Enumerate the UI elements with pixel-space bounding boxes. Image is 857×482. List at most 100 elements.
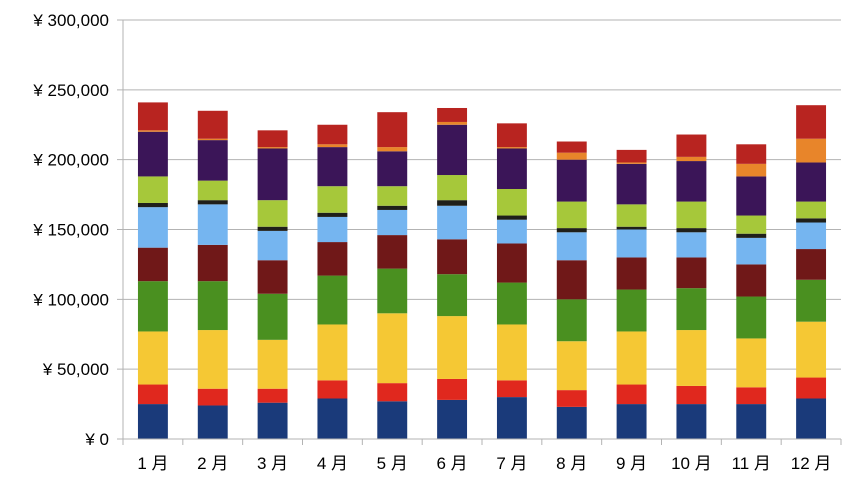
y-tick-label: ¥ 300,000 — [32, 11, 109, 30]
bar-segment — [137, 247, 168, 282]
bars — [137, 102, 827, 439]
bar-segment — [496, 123, 527, 148]
grid-lines — [117, 19, 841, 440]
bar-segment — [197, 180, 228, 201]
bar-segment — [616, 163, 647, 205]
bar-segment — [556, 152, 587, 160]
y-tick-label: ¥ 50,000 — [42, 360, 109, 379]
y-tick-label: ¥ 250,000 — [32, 81, 109, 100]
bar-segment — [496, 215, 527, 220]
bar-segment — [437, 205, 468, 240]
bar-segment — [556, 159, 587, 202]
bar-segment — [796, 398, 827, 439]
bar-segment — [796, 138, 827, 163]
bar-segment — [556, 141, 587, 153]
bar-segment — [197, 244, 228, 282]
bar-segment — [437, 239, 468, 275]
x-tick-label: 9 月 — [616, 454, 647, 473]
bar-segment — [736, 176, 767, 216]
bar-segment — [496, 397, 527, 439]
bar-segment — [736, 215, 767, 234]
bar-segment — [616, 404, 647, 439]
bar-segment — [796, 249, 827, 280]
bar-segment — [317, 275, 348, 325]
bar-segment — [437, 121, 468, 125]
bar-segment — [197, 388, 228, 406]
x-tick-label: 12 月 — [791, 454, 832, 473]
bar-segment — [616, 204, 647, 227]
bar-segment — [796, 105, 827, 139]
bar-segment — [257, 147, 288, 149]
bar-segment — [197, 138, 228, 141]
bar-segment — [257, 388, 288, 403]
bar-segment — [317, 186, 348, 213]
bar-segment — [257, 339, 288, 389]
bar-segment — [496, 188, 527, 216]
bar-segment — [317, 380, 348, 399]
bar-segment — [257, 293, 288, 340]
x-tick-label: 10 月 — [671, 454, 712, 473]
bar-segment — [676, 201, 707, 229]
x-tick-label: 6 月 — [436, 454, 467, 473]
bar-segment — [616, 257, 647, 290]
bar-segment — [496, 243, 527, 283]
bar-segment — [437, 124, 468, 176]
bar-segment — [676, 288, 707, 331]
bar-segment — [616, 229, 647, 258]
bar-segment — [616, 226, 647, 230]
bar-segment — [496, 380, 527, 398]
bar-segment — [616, 289, 647, 332]
bar-segment — [437, 316, 468, 379]
bar-segment — [437, 399, 468, 439]
x-tick-label: 2 月 — [197, 454, 228, 473]
x-tick-label: 7 月 — [496, 454, 527, 473]
bar-segment — [377, 112, 408, 148]
bar-segment — [137, 404, 168, 439]
bar-segment — [257, 226, 288, 231]
bar-segment — [496, 148, 527, 189]
x-axis: 1 月 2 月 3 月 4 月 5 月 6 月 7 月 8 月 9 月 10 月 11 月 12 月 — [122, 438, 842, 473]
bar-segment — [317, 242, 348, 276]
bar-segment — [137, 202, 168, 208]
bar-segment — [197, 204, 228, 245]
bar-segment — [796, 218, 827, 223]
x-tick-label: 11 月 — [732, 454, 771, 473]
bar-segment — [676, 228, 707, 233]
bar-segment — [257, 260, 288, 294]
bar-segment — [556, 201, 587, 229]
bar-segment — [377, 147, 408, 152]
bar-segment — [137, 384, 168, 405]
bar-segment — [616, 384, 647, 405]
bar-segment — [197, 140, 228, 181]
bar-segment — [556, 260, 587, 300]
bar-segment — [736, 264, 767, 297]
bar-segment — [616, 162, 647, 164]
bar-segment — [616, 331, 647, 385]
bar-segment — [317, 216, 348, 243]
bar-segment — [736, 144, 767, 164]
bar-segment — [556, 299, 587, 342]
bar-segment — [197, 405, 228, 439]
bar-segment — [676, 404, 707, 439]
x-tick-label: 1 月 — [137, 454, 168, 473]
bar-segment — [137, 331, 168, 385]
bar-segment — [676, 257, 707, 289]
bar-segment — [736, 237, 767, 265]
bar-segment — [257, 402, 288, 439]
bar-segment — [676, 232, 707, 258]
bar-segment — [736, 296, 767, 339]
bar-segment — [437, 274, 468, 317]
bar-segment — [257, 200, 288, 227]
bar-segment — [676, 385, 707, 405]
bar-segment — [137, 207, 168, 248]
bar-segment — [257, 130, 288, 148]
bar-segment — [137, 130, 168, 132]
bar-segment — [496, 219, 527, 244]
bar-segment — [317, 212, 348, 217]
bar-segment — [317, 124, 348, 145]
bar-segment — [556, 228, 587, 233]
bar-segment — [437, 200, 468, 206]
bar-segment — [377, 401, 408, 439]
x-tick-label: 8 月 — [556, 454, 587, 473]
bar-segment — [676, 330, 707, 386]
